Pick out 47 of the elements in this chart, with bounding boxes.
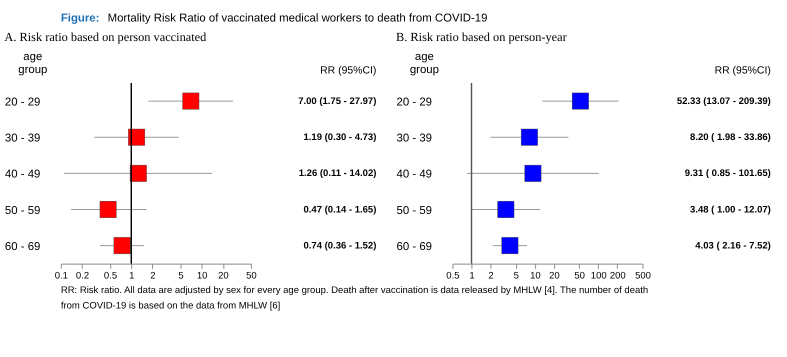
x-tick-label: 1	[129, 270, 134, 282]
data-label: 9.31 ( 0.85 - 101.65)	[684, 168, 771, 180]
y-tick-label: 30 - 39	[4, 132, 40, 145]
x-tick-label: 0.2	[76, 270, 90, 282]
text: RR (95%CI)	[320, 66, 376, 77]
x-tick-label: 2	[488, 270, 494, 282]
chart-title: B. Risk ratio based on person-year	[396, 30, 567, 44]
y-tick-label: 60 - 69	[4, 240, 40, 253]
y-tick-label: 50 - 59	[4, 204, 40, 217]
data-label: 4.03 ( 2.16 - 7.52)	[695, 240, 771, 252]
y-axis-title: age group	[18, 50, 48, 76]
y-tick-label: 40 - 49	[396, 168, 432, 181]
x-tick-label: 20	[218, 270, 229, 282]
chart-title: A. Risk ratio based on person vaccinated	[4, 30, 208, 44]
x-tick-label: 200	[610, 270, 626, 282]
x-tick-label: 100	[590, 270, 607, 282]
x-tick-label: 5	[178, 270, 184, 282]
x-tick-label: 0.5	[104, 270, 118, 282]
data-label: 52.33 (13.07 - 209.39)	[676, 96, 771, 107]
y-tick-label: 20 - 29	[4, 96, 40, 108]
data-label: 3.48 ( 1.00 - 12.07)	[690, 204, 771, 216]
y-tick-label: 50 - 59	[396, 204, 432, 217]
x-tick-label: 1	[469, 270, 475, 282]
y-tick-label: 40 - 49	[4, 168, 40, 181]
y-tick-label: 30 - 39	[396, 132, 432, 145]
x-tick-label: 5	[514, 270, 519, 282]
x-tick-label: 500	[635, 270, 651, 282]
x-tick-label: 10	[196, 270, 208, 282]
x-tick-label: 0.5	[446, 270, 460, 282]
x-tick-label: 50	[574, 270, 585, 282]
y-tick-label: 60 - 69	[396, 240, 432, 253]
data-label: 7.00 (1.75 - 27.97)	[298, 96, 376, 107]
text: RR: Risk ratio. All data are adjusted by sex for every age group. Death after vaccination is data released by MHLW [4]. The number of death from COVID-19 is based on the data from MHLW [6]	[60, 285, 648, 312]
x-tick-label: 20	[549, 270, 560, 282]
x-tick-label: 0.1	[54, 270, 68, 282]
x-tick-label: 50	[246, 270, 257, 282]
data-label: 0.74 (0.36 - 1.52)	[304, 240, 376, 252]
data-label: 8.20 ( 1.98 - 33.86)	[690, 132, 771, 144]
x-tick-label: 10	[530, 270, 541, 282]
data-label: 1.26 (0.11 - 14.02)	[298, 168, 376, 180]
data-label: 0.47 (0.14 - 1.65)	[304, 204, 376, 216]
text: Figure: Mortality Risk Ratio of vaccinated medical workers to death from COVID-19	[60, 12, 488, 24]
text: RR (95%CI)	[714, 66, 771, 77]
y-axis-title: age group	[410, 50, 439, 76]
x-tick-label: 2	[150, 270, 156, 282]
data-label: 1.19 (0.30 - 4.73)	[304, 132, 376, 144]
y-tick-label: 20 - 29	[396, 96, 432, 108]
